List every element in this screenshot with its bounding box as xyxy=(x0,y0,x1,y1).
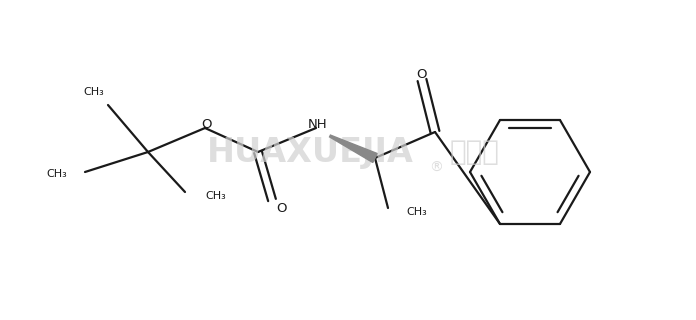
Text: ®: ® xyxy=(429,161,443,175)
Text: CH₃: CH₃ xyxy=(205,191,226,201)
Text: O: O xyxy=(276,202,287,214)
Text: NH: NH xyxy=(308,118,328,131)
Polygon shape xyxy=(330,135,377,163)
Text: HUAXUEJIA: HUAXUEJIA xyxy=(207,135,413,169)
Text: CH₃: CH₃ xyxy=(84,87,104,97)
Text: 化学加: 化学加 xyxy=(450,138,500,166)
Text: CH₃: CH₃ xyxy=(406,207,427,217)
Text: CH₃: CH₃ xyxy=(46,169,67,179)
Text: O: O xyxy=(200,118,212,131)
Text: O: O xyxy=(416,68,426,81)
